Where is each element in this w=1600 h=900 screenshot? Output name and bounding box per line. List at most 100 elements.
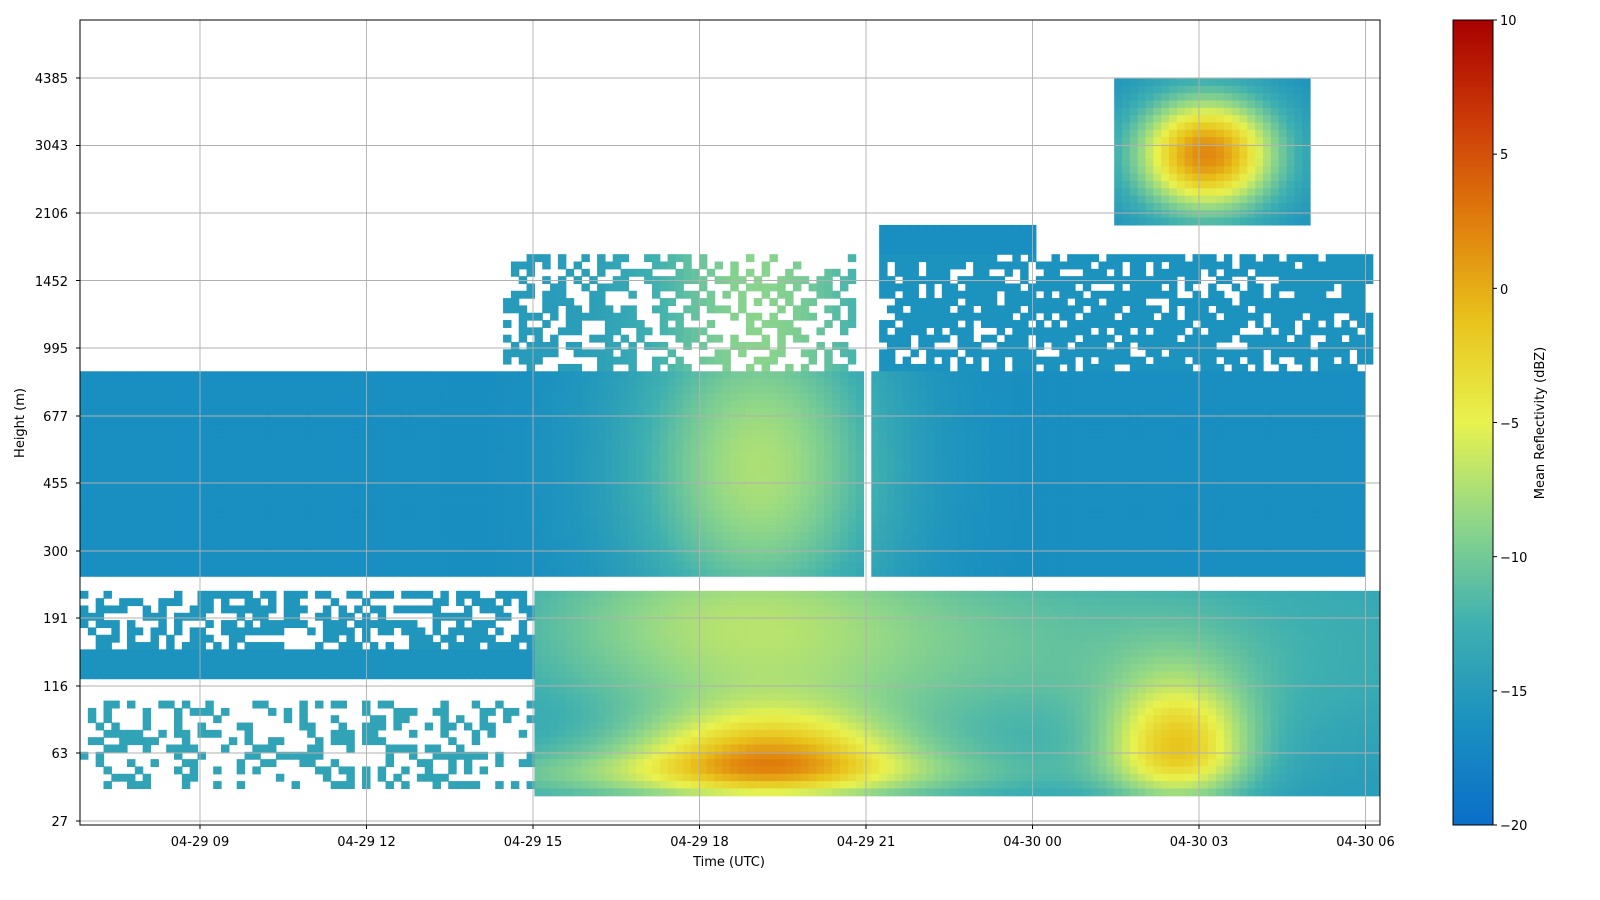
heatmap-cell (824, 751, 833, 760)
heatmap-cell (785, 320, 794, 328)
heatmap-cell (401, 378, 410, 387)
heatmap-cell (628, 751, 637, 760)
heatmap-cell (612, 481, 622, 489)
heatmap-cell (839, 634, 849, 643)
heatmap-cell (589, 605, 598, 614)
heatmap-cell (354, 524, 363, 533)
heatmap-cell (291, 554, 300, 563)
heatmap-cell (385, 656, 394, 665)
heatmap-cell (636, 517, 645, 526)
heatmap-cell (275, 773, 285, 782)
heatmap-cell (597, 385, 606, 394)
heatmap-cell (471, 459, 481, 468)
heatmap-cell (330, 378, 340, 387)
heatmap-cell (832, 407, 841, 416)
heatmap-cell (675, 590, 684, 599)
heatmap-cell (792, 759, 802, 768)
heatmap-cell (448, 407, 457, 416)
heatmap-cell (95, 466, 105, 475)
heatmap-cell (777, 422, 786, 431)
heatmap-cell (777, 378, 786, 387)
heatmap-cell (667, 620, 677, 629)
heatmap-cell (95, 722, 105, 731)
heatmap-cell (158, 729, 167, 738)
heatmap-cell (354, 539, 363, 548)
heatmap-cell (589, 568, 598, 577)
heatmap-cell (651, 510, 661, 519)
heatmap-cell (150, 400, 159, 409)
heatmap-cell (683, 737, 692, 746)
heatmap-cell (612, 429, 622, 438)
heatmap-cell (103, 664, 112, 672)
heatmap-cell (503, 305, 512, 314)
heatmap-cell (440, 444, 449, 453)
heatmap-cell (205, 671, 214, 680)
heatmap-cell (142, 444, 152, 453)
heatmap-cell (792, 517, 802, 526)
heatmap-cell (792, 700, 802, 709)
heatmap-cell (745, 766, 755, 775)
heatmap-cell (628, 349, 637, 358)
heatmap-cell (761, 693, 771, 702)
heatmap-cell (597, 598, 606, 607)
heatmap-cell (471, 554, 481, 563)
heatmap-cell (268, 371, 277, 380)
heatmap-cell (730, 700, 739, 709)
heatmap-cell (581, 312, 590, 321)
heatmap-cell (174, 744, 183, 753)
heatmap-cell (847, 590, 857, 599)
heatmap-cell (526, 524, 536, 533)
heatmap-cell (315, 378, 324, 387)
heatmap-cell (174, 729, 183, 738)
heatmap-cell (628, 532, 637, 541)
heatmap-cell (832, 781, 841, 790)
heatmap-cell (291, 656, 300, 665)
heatmap-cell (268, 744, 277, 753)
heatmap-cell (166, 744, 175, 753)
heatmap-cell (275, 429, 285, 438)
heatmap-cell (557, 415, 567, 424)
heatmap-cell (691, 620, 700, 629)
heatmap-cell (785, 737, 794, 746)
heatmap-cell (581, 488, 590, 497)
heatmap-cell (636, 422, 645, 431)
heatmap-cell (495, 378, 504, 387)
heatmap-cell (753, 312, 763, 321)
heatmap-cell (346, 664, 355, 672)
heatmap-cell (377, 656, 387, 665)
heatmap-cell (785, 590, 794, 599)
heatmap-cell (283, 429, 293, 438)
heatmap-cell (777, 612, 786, 621)
heatmap-cell (628, 342, 637, 350)
heatmap-cell (620, 620, 630, 629)
heatmap-cell (753, 634, 763, 643)
heatmap-cell (675, 781, 684, 790)
heatmap-cell (174, 517, 183, 526)
heatmap-cell (307, 524, 316, 533)
heatmap-cell (644, 393, 653, 402)
heatmap-cell (197, 532, 206, 541)
heatmap-cell (87, 664, 97, 672)
heatmap-cell (463, 612, 473, 621)
heatmap-cell (847, 664, 857, 672)
heatmap-cell (604, 481, 614, 489)
heatmap-cell (785, 693, 794, 702)
heatmap-cell (432, 503, 441, 511)
heatmap-cell (808, 532, 818, 541)
heatmap-cell (518, 561, 528, 570)
heatmap-cell (792, 627, 802, 636)
heatmap-cell (824, 715, 833, 724)
heatmap-cell (260, 400, 269, 409)
heatmap-cell (534, 656, 543, 665)
heatmap-cells (80, 78, 1380, 797)
heatmap-cell (769, 744, 778, 753)
heatmap-cell (534, 385, 543, 394)
heatmap-cell (785, 517, 794, 526)
heatmap-cell (346, 649, 355, 658)
heatmap-cell (620, 649, 630, 658)
heatmap-cell (738, 788, 747, 797)
heatmap-cell (745, 744, 755, 753)
heatmap-cell (550, 590, 559, 599)
heatmap-cell (181, 612, 191, 621)
heatmap-cell (463, 524, 473, 533)
